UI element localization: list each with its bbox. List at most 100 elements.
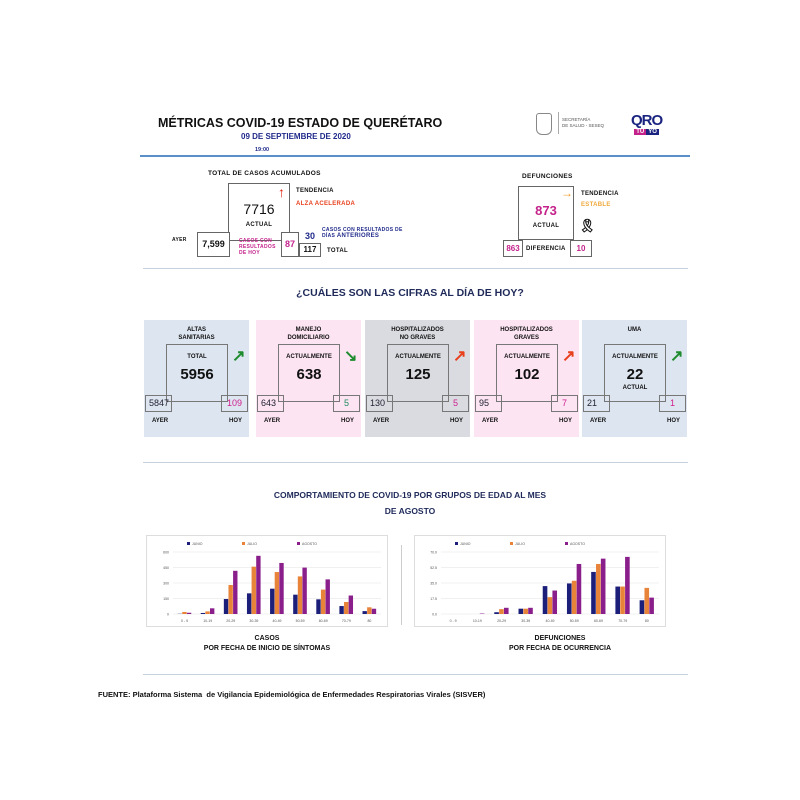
panel-ayer-value: 95 bbox=[475, 395, 502, 412]
panel-ayer-label: AYER bbox=[482, 418, 499, 424]
trend-arrow-up-icon: ↗ bbox=[670, 348, 684, 365]
x-tick-label: 50-59 bbox=[570, 619, 579, 623]
bar bbox=[552, 590, 558, 614]
bar bbox=[302, 567, 307, 614]
bar bbox=[223, 599, 229, 614]
casos-chart: JUNIO JULIO AGOSTO 0 150 300 450 600 0 - 9 10-19 2… bbox=[146, 535, 388, 627]
bar bbox=[494, 612, 499, 614]
bar bbox=[503, 607, 509, 614]
panel-label2: ACTUAL bbox=[622, 385, 648, 391]
x-tick-label: 10-19 bbox=[203, 619, 212, 623]
bar bbox=[523, 608, 528, 614]
y-tick-label: 0.0 bbox=[432, 613, 437, 617]
defunciones-tendencia-value: ESTABLE bbox=[581, 202, 611, 208]
panel-title: HOSPITALIZADOS GRAVES bbox=[500, 327, 553, 341]
bar bbox=[270, 588, 275, 614]
bar bbox=[205, 611, 210, 614]
y-tick-label: 70.0 bbox=[430, 551, 437, 555]
metric-panel: HOSPITALIZADOS NO GRAVES ACTUALMENTE 125 … bbox=[365, 320, 470, 437]
panel-hoy-label: HOY bbox=[228, 418, 242, 424]
y-tick-label: 35.0 bbox=[430, 582, 437, 586]
bar bbox=[499, 609, 504, 614]
divider bbox=[143, 674, 688, 675]
header-rule bbox=[140, 155, 690, 157]
bar bbox=[297, 576, 303, 614]
bar bbox=[339, 606, 344, 614]
bar bbox=[293, 594, 298, 614]
bar bbox=[615, 586, 621, 614]
source-note: FUENTE: Plataforma Sistema de Vigilancia… bbox=[98, 690, 486, 699]
casos-anteriores-value: 30 bbox=[305, 231, 316, 241]
x-tick-label: 30-39 bbox=[521, 619, 530, 623]
bar bbox=[518, 608, 524, 614]
divider bbox=[401, 545, 402, 625]
legend-swatch bbox=[455, 542, 458, 545]
casos-actual-box: 7716 ACTUAL bbox=[228, 183, 290, 241]
panel-main-box: ACTUALMENTE 102 bbox=[496, 344, 558, 402]
x-tick-label: 40-49 bbox=[273, 619, 282, 623]
legend-swatch bbox=[510, 542, 513, 545]
y-tick-label: 17.5 bbox=[430, 597, 437, 601]
x-tick-label: 30-39 bbox=[249, 619, 258, 623]
bar bbox=[274, 572, 280, 614]
bar bbox=[362, 611, 367, 614]
anteriores-line1: CASOS CON RESULTADOS DE bbox=[322, 227, 403, 233]
defunciones-actual-label: ACTUAL bbox=[532, 223, 560, 229]
bar bbox=[649, 597, 654, 614]
defunciones-previo-box: 863 bbox=[503, 240, 523, 257]
secretaria-label: SECRETARÍA DE SALUD - SESEQ bbox=[562, 117, 604, 129]
casos-anteriores-label: CASOS CON RESULTADOS DE DÍAS ANTERIORES bbox=[322, 227, 403, 239]
x-tick-label: 80 bbox=[645, 619, 649, 623]
bar bbox=[228, 584, 233, 614]
panel-ayer-label: AYER bbox=[152, 418, 169, 424]
bar bbox=[251, 566, 256, 614]
bar bbox=[186, 612, 192, 614]
x-tick-label: 0 - 9 bbox=[450, 619, 457, 623]
qro-logo: QRO TÚ YO bbox=[631, 112, 663, 136]
metric-panel: MANEJO DOMICILIARIO ACTUALMENTE 638 ↘ 643… bbox=[256, 320, 361, 437]
bar bbox=[316, 599, 321, 614]
legend-label: AGOSTO bbox=[570, 542, 585, 546]
bar bbox=[596, 563, 601, 614]
bar bbox=[576, 563, 582, 614]
panel-main-box: ACTUALMENTE 22 ACTUAL bbox=[604, 344, 666, 402]
bar bbox=[233, 570, 238, 614]
bar bbox=[639, 600, 645, 614]
caption-line2: POR FECHA DE INICIO DE SÍNTOMAS bbox=[203, 645, 331, 652]
panel-hoy-label: HOY bbox=[449, 418, 463, 424]
bar bbox=[325, 579, 330, 614]
bar bbox=[625, 556, 630, 614]
panel-hoy-value: 5 bbox=[442, 395, 469, 412]
trend-arrow-down-icon: ↘ bbox=[344, 348, 358, 365]
x-tick-label: 70-79 bbox=[342, 619, 351, 623]
x-tick-label: 20-29 bbox=[226, 619, 235, 623]
panel-value: 125 bbox=[405, 366, 431, 383]
arrow-right-icon: → bbox=[561, 186, 573, 200]
panel-ayer-label: AYER bbox=[264, 418, 281, 424]
x-tick-label: 0 - 9 bbox=[181, 619, 188, 623]
x-tick-label: 20-29 bbox=[497, 619, 506, 623]
report-time: 19:00 bbox=[255, 147, 270, 153]
trend-arrow-up-icon: ↗ bbox=[453, 348, 467, 365]
section-title-line1: COMPORTAMIENTO DE COVID-19 POR GRUPOS DE… bbox=[273, 490, 547, 500]
bar bbox=[182, 611, 187, 614]
qro-logo-text: QRO bbox=[631, 112, 663, 129]
bar bbox=[348, 595, 354, 614]
casos-chart-caption: CASOS POR FECHA DE INICIO DE SÍNTOMAS bbox=[146, 634, 388, 654]
x-tick-label: 70-79 bbox=[618, 619, 627, 623]
secretaria-line1: SECRETARÍA bbox=[562, 117, 591, 122]
bar bbox=[600, 558, 606, 614]
panel-ayer-value: 21 bbox=[583, 395, 610, 412]
caption-line2: POR FECHA DE OCURRENCIA bbox=[508, 645, 612, 652]
panel-label: ACTUALMENTE bbox=[612, 354, 658, 360]
panel-hoy-label: HOY bbox=[558, 418, 572, 424]
bar bbox=[371, 608, 377, 614]
bar bbox=[367, 607, 372, 614]
bar bbox=[528, 607, 533, 614]
caption-line1: DEFUNCIONES bbox=[534, 635, 586, 642]
panel-label: ACTUALMENTE bbox=[286, 354, 332, 360]
state-seal-logo bbox=[536, 113, 552, 135]
bar bbox=[344, 602, 349, 614]
anteriores-line3: ANTERIORES bbox=[336, 233, 380, 239]
panel-hoy-value: 1 bbox=[659, 395, 686, 412]
